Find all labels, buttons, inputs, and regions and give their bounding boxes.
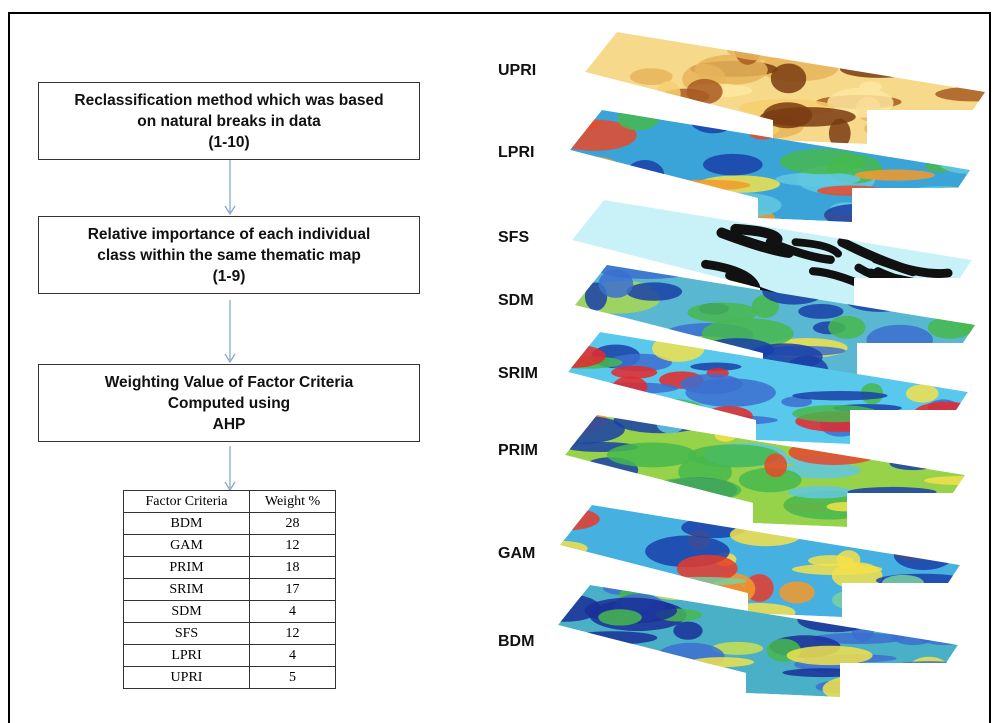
table-row: SFS 12	[123, 622, 336, 645]
header-cell: Factor Criteria	[123, 490, 250, 513]
map-patch	[673, 621, 703, 640]
table-cell: 12	[249, 622, 336, 645]
map-patch	[606, 442, 697, 468]
map-patch	[711, 641, 764, 655]
map-feature	[765, 237, 835, 264]
map-patch	[629, 68, 673, 85]
layer-label: UPRI	[498, 62, 536, 79]
step-box: Weighting Value of Factor Criteria Comput…	[38, 364, 420, 442]
layer-label: LPRI	[498, 144, 534, 161]
table-cell: GAM	[123, 534, 250, 557]
header-cell: Weight %	[249, 490, 336, 513]
map-patch	[792, 390, 888, 401]
map-patch	[905, 384, 939, 403]
table-row: SDM 4	[123, 600, 336, 623]
map-patch	[859, 81, 882, 93]
layer-label: SDM	[498, 292, 534, 309]
table-cell: LPRI	[123, 644, 250, 667]
table-cell: 5	[249, 666, 336, 689]
map-patch	[738, 467, 802, 493]
weight-table: Factor Criteria Weight % BDM 28 GAM 12 PRIM 1…	[123, 490, 336, 689]
map-patch	[786, 645, 873, 666]
table-cell: SRIM	[123, 578, 250, 601]
frame	[8, 12, 991, 723]
map-patch	[782, 462, 861, 479]
map-patch	[798, 303, 844, 319]
map-patch	[598, 609, 642, 626]
step-text: Relative importance of each individual	[87, 225, 371, 243]
table-cell: 17	[249, 578, 336, 601]
table-row: BDM 28	[123, 512, 336, 535]
table-cell: UPRI	[123, 666, 250, 689]
map-base	[572, 200, 972, 312]
table-row: UPRI 5	[123, 666, 336, 689]
step-text: class within the same thematic map	[97, 246, 361, 264]
map-patch	[792, 563, 883, 576]
map-patch	[935, 86, 985, 102]
step-text: Weighting Value of Factor Criteria	[104, 373, 354, 391]
map-patch	[779, 148, 865, 175]
step-text: on natural breaks in data	[137, 112, 321, 130]
map-patch	[690, 362, 742, 371]
step-text: Reclassification method which was based	[74, 91, 384, 109]
layer-label: SRIM	[498, 365, 538, 382]
table-cell: 28	[249, 512, 336, 535]
map-feature	[730, 223, 783, 245]
map-feature	[871, 254, 953, 278]
table-cell: 18	[249, 556, 336, 579]
table-cell: BDM	[123, 512, 250, 535]
map-patch	[828, 118, 851, 144]
map-patch	[676, 554, 738, 583]
step-text: AHP	[212, 415, 246, 433]
map-patch	[781, 396, 813, 408]
map-patch	[687, 444, 781, 468]
layer-label: PRIM	[498, 442, 538, 459]
table-cell: 4	[249, 644, 336, 667]
map-patch	[775, 172, 861, 187]
map-base	[560, 505, 960, 617]
map-patch	[686, 78, 723, 105]
table-row: GAM 12	[123, 534, 336, 557]
map-patch	[764, 453, 788, 478]
layer-label: GAM	[498, 545, 535, 562]
map-patch	[854, 169, 935, 181]
layer-label: SFS	[498, 229, 529, 246]
step-text: Computed using	[167, 394, 291, 412]
map-patch	[703, 153, 763, 176]
map-patch	[687, 302, 759, 323]
map-patch	[763, 102, 813, 129]
table-row: PRIM 18	[123, 556, 336, 579]
map-patch	[598, 269, 634, 298]
step-box: Reclassification method which was based o…	[38, 82, 420, 160]
table-row: SRIM 17	[123, 578, 336, 601]
map-patch	[680, 373, 743, 395]
map-patch	[787, 486, 855, 499]
map-patch	[626, 282, 683, 301]
table-cell: 4	[249, 600, 336, 623]
layer-label: BDM	[498, 633, 534, 650]
step-text: (1-9)	[212, 267, 246, 285]
map-feature	[791, 238, 842, 258]
map-patch	[828, 315, 866, 339]
table-cell: PRIM	[123, 556, 250, 579]
table-cell: 12	[249, 534, 336, 557]
step-text: (1-10)	[208, 133, 250, 151]
map-patch	[611, 365, 658, 379]
map-feature	[701, 259, 760, 291]
step-box: Relative importance of each individual cl…	[38, 216, 420, 294]
map-patch	[770, 63, 807, 94]
map-patch	[924, 476, 965, 485]
map-base	[570, 110, 970, 222]
table-cell: SDM	[123, 600, 250, 623]
map-patch	[779, 581, 815, 604]
table-row: LPRI 4	[123, 644, 336, 667]
table-cell: SFS	[123, 622, 250, 645]
